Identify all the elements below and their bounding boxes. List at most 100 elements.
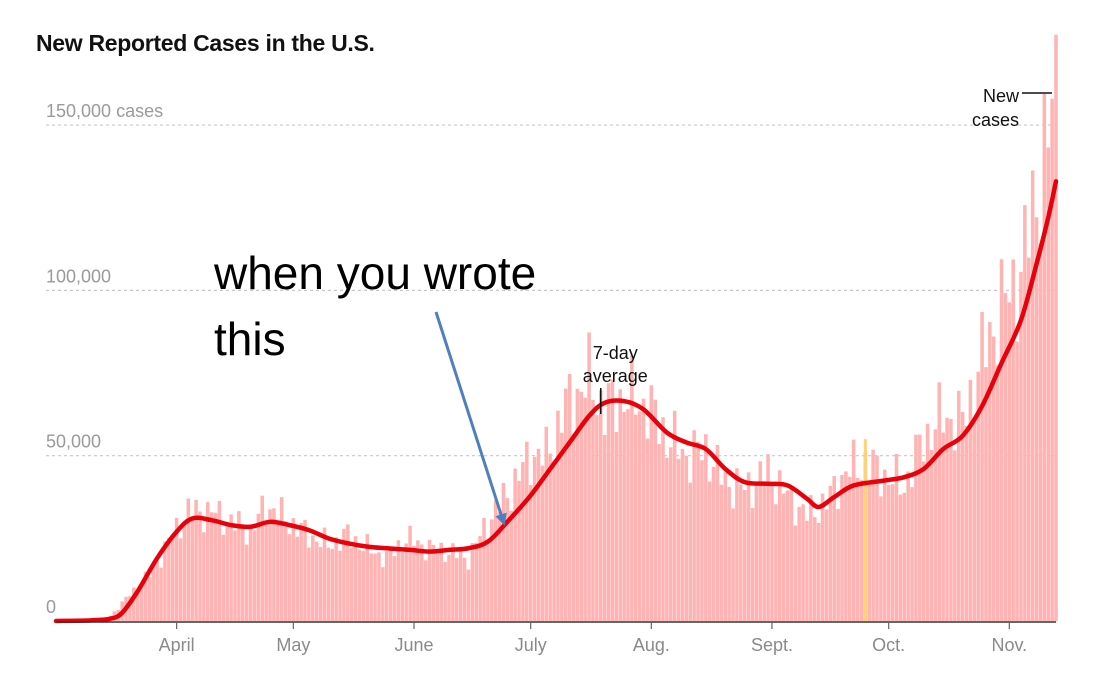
daily-bar	[684, 455, 689, 621]
daily-bar	[707, 481, 712, 621]
daily-bar	[696, 441, 700, 621]
daily-bar	[478, 536, 482, 621]
x-tick-label: Oct.	[872, 635, 905, 655]
average-annotation-line2: average	[583, 366, 648, 386]
daily-bar	[956, 390, 961, 621]
daily-bar	[493, 500, 498, 621]
daily-bar	[1034, 217, 1039, 621]
daily-bar	[490, 519, 494, 621]
daily-bar	[264, 523, 268, 621]
x-tick-label: July	[515, 635, 547, 655]
daily-bar	[209, 512, 214, 621]
daily-bar	[676, 458, 681, 621]
daily-bar	[1011, 259, 1015, 621]
daily-bar	[225, 523, 229, 621]
daily-bar	[486, 539, 490, 621]
daily-bar	[723, 472, 728, 621]
daily-bar	[528, 485, 533, 621]
y-tick-label: 0	[46, 597, 56, 617]
daily-bar	[964, 425, 969, 621]
daily-bar	[384, 551, 389, 621]
gridlines	[46, 124, 1056, 457]
daily-bar	[875, 455, 879, 621]
daily-bar	[369, 553, 373, 621]
daily-bar	[641, 398, 646, 621]
daily-bar	[244, 544, 249, 621]
daily-bar	[591, 399, 595, 621]
daily-bar	[1027, 257, 1031, 621]
daily-bar	[252, 530, 257, 621]
daily-bar	[649, 385, 654, 621]
daily-bar	[299, 522, 303, 621]
daily-bar	[1050, 98, 1054, 622]
daily-bar	[361, 550, 366, 621]
daily-bar	[567, 373, 572, 621]
daily-bar	[155, 560, 159, 621]
daily-bar	[606, 383, 611, 621]
daily-bar	[816, 522, 821, 621]
daily-bar	[719, 484, 724, 621]
daily-bar	[381, 567, 385, 621]
daily-bar	[832, 475, 836, 621]
daily-bar	[972, 418, 977, 621]
daily-bar	[474, 542, 478, 621]
daily-bar	[630, 355, 634, 621]
daily-bar	[260, 495, 264, 621]
daily-bar	[688, 482, 692, 621]
axes: 0 50,000 100,000 150,000 cases April May June J…	[46, 101, 1056, 655]
daily-bar	[513, 468, 517, 621]
daily-bar	[420, 544, 424, 621]
daily-bar	[560, 432, 564, 621]
daily-bar	[221, 534, 226, 621]
daily-bar	[439, 542, 443, 621]
daily-bar	[933, 429, 938, 621]
daily-bar	[318, 546, 323, 621]
daily-bar	[497, 512, 502, 621]
daily-bar	[937, 382, 942, 621]
daily-bar	[867, 480, 871, 621]
daily-bar	[307, 547, 311, 621]
daily-bar	[774, 504, 778, 621]
daily-bar	[202, 532, 206, 621]
daily-bar	[595, 415, 599, 621]
daily-bar	[665, 457, 669, 621]
new-cases-label-line2: cases	[972, 110, 1019, 130]
daily-bar	[902, 492, 906, 621]
x-tick-label: June	[394, 635, 433, 655]
daily-bar	[470, 543, 475, 621]
daily-bar	[1015, 341, 1019, 621]
daily-bar	[412, 545, 416, 621]
daily-bar	[295, 536, 299, 621]
average-line-group	[53, 179, 1059, 624]
daily-bar	[813, 517, 817, 621]
daily-bar	[789, 486, 794, 621]
daily-bar	[883, 469, 887, 621]
daily-bar	[618, 389, 622, 621]
daily-bar	[311, 535, 315, 621]
daily-bar	[143, 571, 148, 621]
daily-bar	[980, 312, 984, 621]
daily-bar	[268, 509, 272, 621]
daily-bar	[548, 453, 552, 621]
daily-bar	[929, 449, 934, 621]
daily-bar	[431, 544, 436, 621]
y-tick-label: 150,000 cases	[46, 101, 163, 121]
daily-bar	[770, 483, 774, 621]
daily-bar	[890, 484, 895, 621]
daily-bar	[404, 543, 408, 621]
daily-bar	[941, 432, 945, 621]
daily-bar	[521, 462, 525, 621]
daily-bar	[894, 453, 899, 621]
daily-bar	[365, 534, 370, 621]
daily-bar	[855, 477, 860, 621]
daily-bar	[1023, 205, 1027, 622]
chart-title: New Reported Cases in the U.S.	[36, 30, 375, 56]
daily-bar	[314, 541, 319, 621]
daily-bar	[797, 506, 801, 621]
daily-bar	[914, 434, 918, 621]
daily-bar	[731, 508, 735, 621]
daily-bar	[976, 371, 980, 621]
daily-bar	[392, 556, 397, 621]
daily-bar	[377, 552, 381, 621]
daily-bar	[128, 596, 132, 621]
